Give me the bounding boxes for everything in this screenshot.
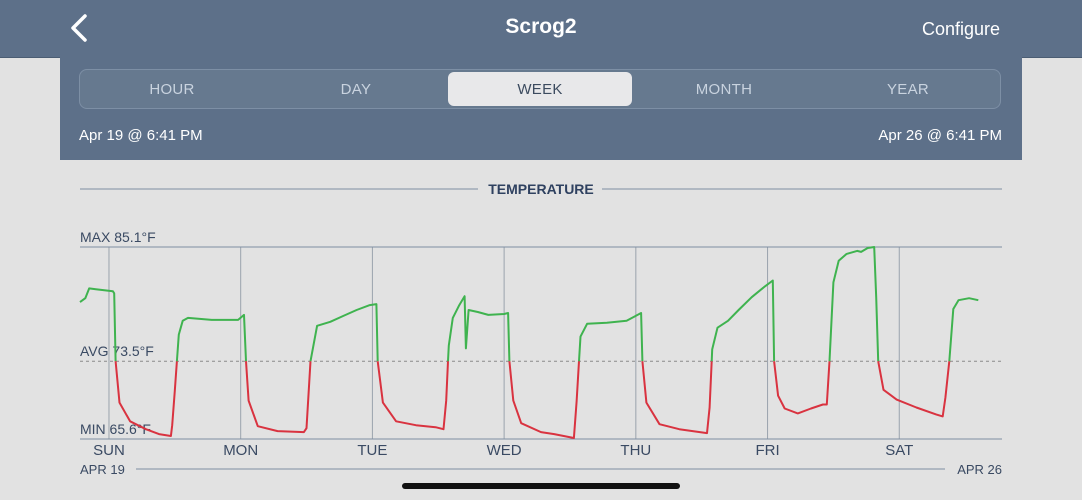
tab-hour[interactable]: HOUR [149, 80, 195, 98]
min-label: MIN 65.6°F [80, 421, 151, 437]
range-panel: HOUR DAY WEEK MONTH YEAR Apr 19 @ 6:41 P… [60, 57, 1022, 160]
above-average-segment [309, 303, 379, 362]
end-date-label: APR 26 [957, 462, 1002, 477]
below-average-segment [773, 361, 831, 415]
below-average-segment [877, 361, 951, 418]
tab-week[interactable]: WEEK [448, 72, 632, 106]
temperature-series [79, 246, 979, 439]
below-average-segment [114, 361, 178, 437]
avg-label: AVG 73.5°F [80, 343, 154, 359]
chevron-left-icon [71, 14, 87, 42]
day-label: WED [487, 442, 522, 459]
back-button[interactable] [60, 8, 100, 48]
above-average-segment [175, 313, 247, 362]
time-range-selector: HOUR DAY WEEK MONTH YEAR [79, 69, 1001, 109]
temperature-chart: TEMPERATURE MAX 85.1°F AVG 73.5°F MIN 65… [79, 181, 1002, 477]
configure-button[interactable]: Configure [921, 19, 1000, 39]
below-average-segment [641, 361, 713, 435]
day-axis: SUN MON TUE WED THU FRI SAT [93, 442, 913, 459]
chart-grid [108, 247, 900, 439]
home-indicator [402, 483, 680, 489]
tab-day[interactable]: DAY [340, 80, 372, 98]
below-average-segment [508, 361, 580, 439]
above-average-segment [447, 295, 511, 362]
below-average-segment [245, 361, 312, 434]
chart-title: TEMPERATURE [488, 181, 594, 197]
range-end-date: Apr 26 @ 6:41 PM [878, 127, 1002, 144]
above-average-segment [578, 312, 644, 362]
above-average-segment [710, 279, 776, 362]
above-average-segment [79, 287, 117, 362]
below-average-segment [376, 361, 449, 431]
page-title: Scrog2 [505, 15, 577, 38]
day-label: MON [223, 442, 258, 459]
day-label: FRI [755, 442, 779, 459]
day-label: SAT [885, 442, 913, 459]
nav-bar: Scrog2 Configure [0, 0, 1082, 58]
tab-year[interactable]: YEAR [886, 80, 930, 98]
range-start-date: Apr 19 @ 6:41 PM [79, 127, 203, 144]
day-label: SUN [93, 442, 125, 459]
day-label: TUE [357, 442, 387, 459]
max-label: MAX 85.1°F [80, 229, 156, 245]
day-label: THU [620, 442, 651, 459]
above-average-segment [948, 297, 979, 362]
start-date-label: APR 19 [80, 462, 125, 477]
tab-month[interactable]: MONTH [695, 80, 753, 98]
above-average-segment [828, 246, 880, 362]
